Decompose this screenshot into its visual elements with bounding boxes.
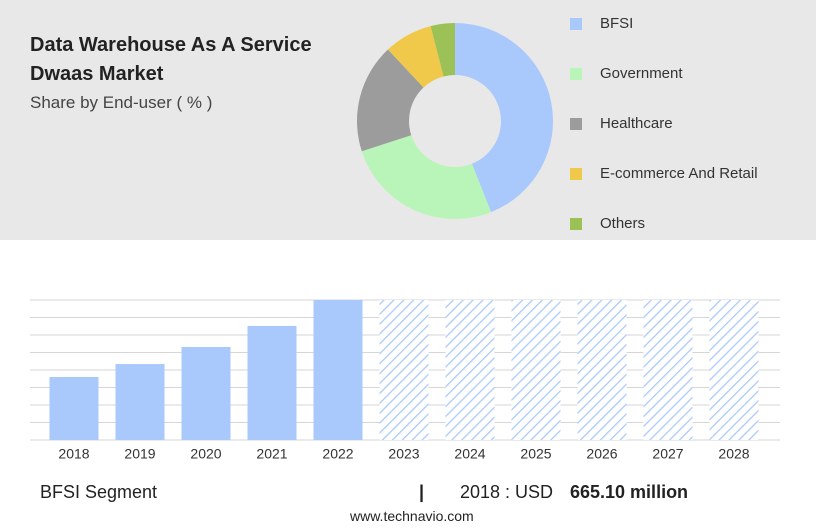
value: 665.10 million — [570, 482, 689, 502]
x-tick-label: 2019 — [124, 446, 155, 462]
subtitle: Share by End-user ( % ) — [30, 93, 213, 112]
x-tick-label: 2022 — [322, 446, 353, 462]
donut-slice — [356, 49, 424, 152]
forecast-bar — [379, 300, 429, 440]
bar — [247, 325, 297, 440]
x-tick-label: 2026 — [586, 446, 617, 462]
forecast-bar — [709, 300, 759, 440]
legend-swatch — [570, 68, 582, 80]
x-tick-label: 2027 — [652, 446, 683, 462]
separator: | — [419, 482, 425, 502]
bar — [49, 377, 99, 440]
x-tick-label: 2018 — [58, 446, 89, 462]
donut-slice — [455, 23, 554, 213]
bar — [181, 346, 231, 440]
donut-slice — [361, 135, 492, 220]
forecast-bar — [445, 300, 495, 440]
bar — [115, 364, 165, 440]
legend-label: Healthcare — [600, 115, 673, 132]
legend-swatch — [570, 18, 582, 30]
legend-swatch — [570, 118, 582, 130]
x-tick-label: 2020 — [190, 446, 221, 462]
legend-label: BFSI — [600, 15, 633, 32]
forecast-bar — [577, 300, 627, 440]
bar — [313, 300, 363, 440]
forecast-bar — [643, 300, 693, 440]
period: 2018 : USD — [460, 482, 554, 502]
segment: BFSI Segment — [40, 482, 158, 502]
legend-swatch — [570, 218, 582, 230]
legend-swatch — [570, 168, 582, 180]
donut-slice — [430, 23, 455, 77]
source: www.technavio.com — [350, 508, 474, 524]
x-tick-label: 2021 — [256, 446, 287, 462]
x-tick-label: 2023 — [388, 446, 419, 462]
legend-label: Government — [600, 65, 683, 82]
donut-slice — [387, 26, 444, 88]
x-tick-label: 2028 — [718, 446, 749, 462]
x-tick-label: 2024 — [454, 446, 485, 462]
x-tick-label: 2025 — [520, 446, 551, 462]
title: Data Warehouse As A Service Dwaas Market — [30, 34, 312, 85]
forecast-bar — [511, 300, 561, 440]
legend-label: E-commerce And Retail — [600, 165, 758, 182]
legend-label: Others — [600, 215, 645, 232]
